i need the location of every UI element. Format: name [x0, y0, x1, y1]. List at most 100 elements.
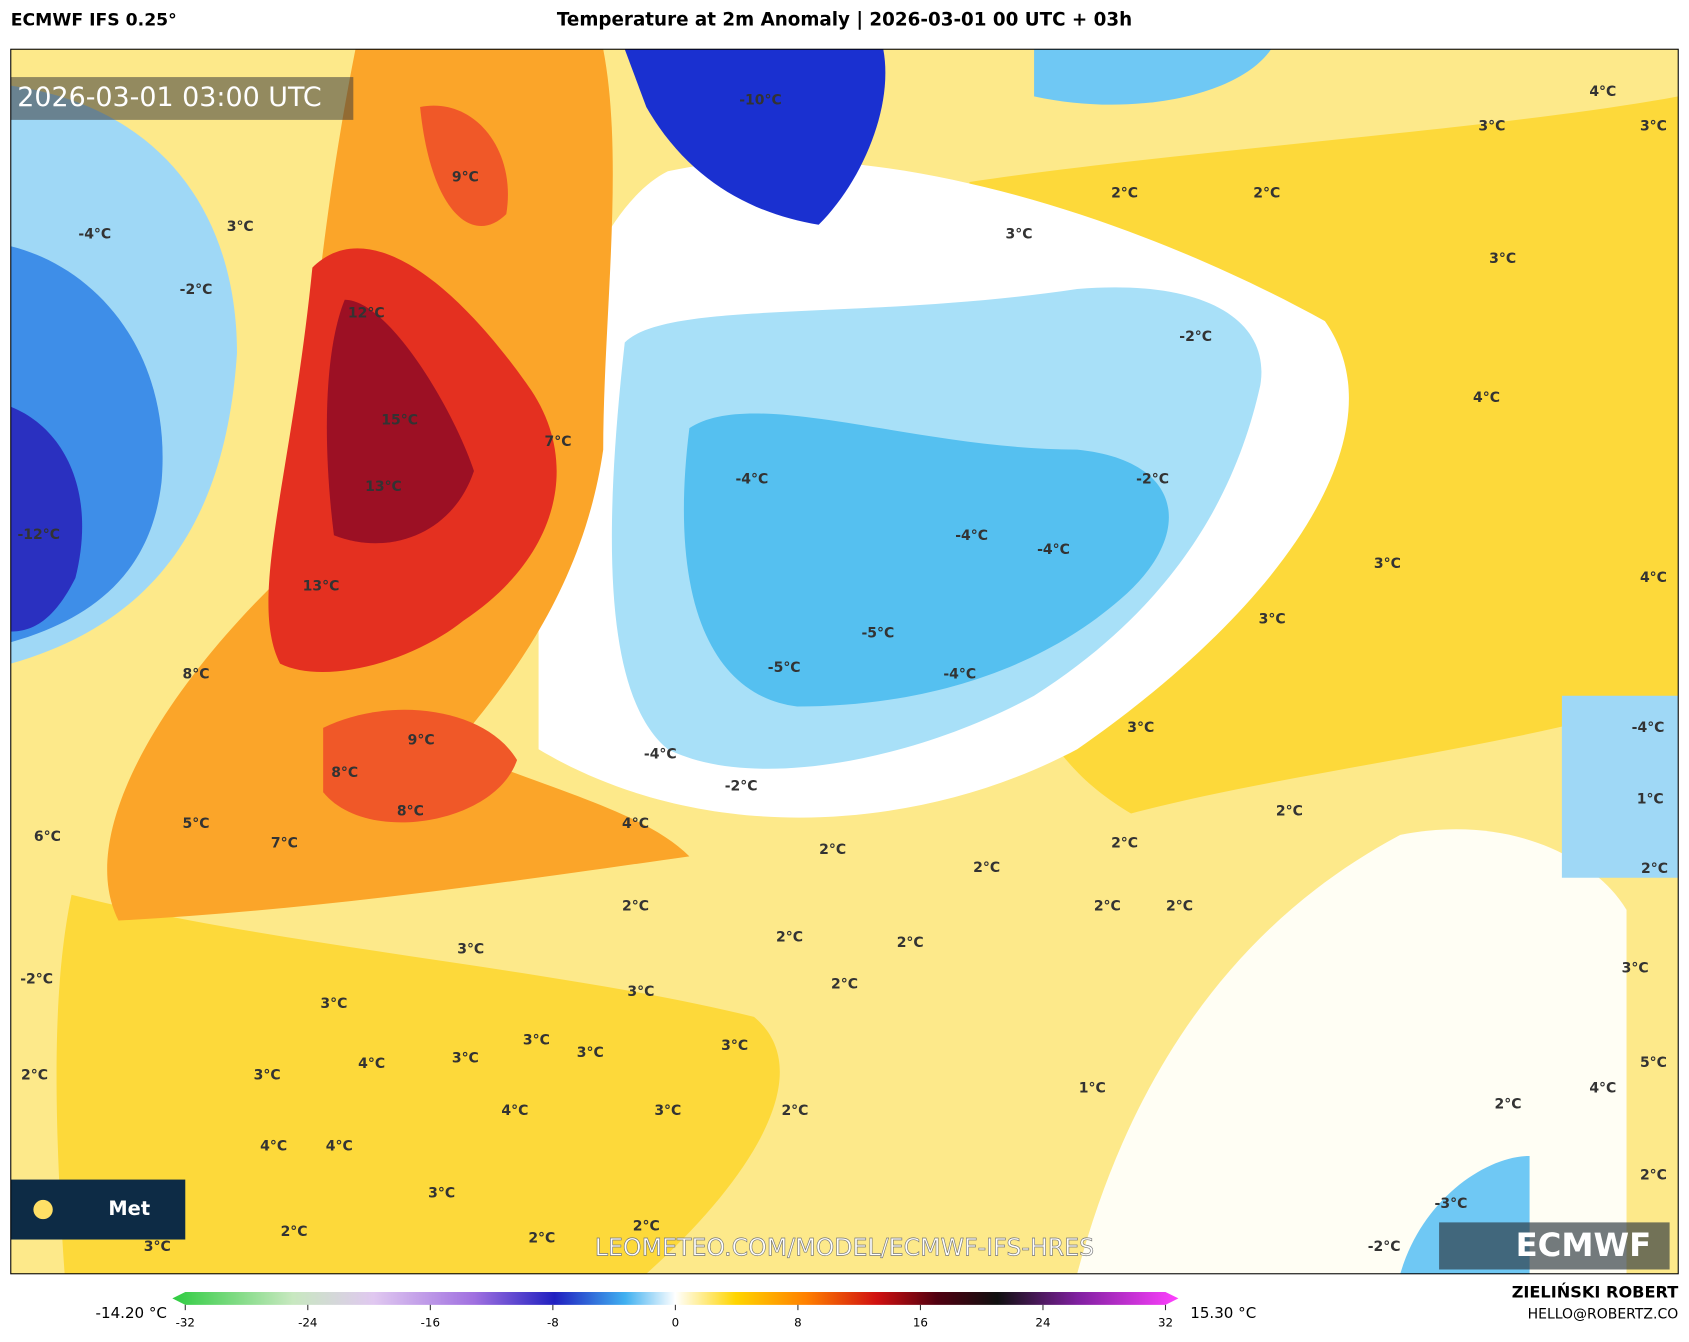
temp-label: -4°C	[644, 747, 677, 763]
temp-label: 2°C	[1641, 861, 1668, 877]
temp-label: 4°C	[1589, 1081, 1616, 1097]
temp-label: 2°C	[819, 842, 846, 858]
temp-label: -10°C	[739, 93, 782, 109]
temp-label: 2°C	[281, 1224, 308, 1240]
temp-label: -4°C	[1632, 720, 1665, 736]
temp-label: 13°C	[303, 579, 340, 595]
temp-label: 2°C	[831, 977, 858, 993]
colorbar	[172, 1291, 1179, 1305]
temp-label: -3°C	[1435, 1196, 1468, 1212]
temp-label: -2°C	[725, 779, 758, 795]
colorbar-tick-label: 24	[1035, 1316, 1050, 1330]
temp-label: 8°C	[331, 765, 358, 781]
temp-label: -2°C	[1368, 1239, 1401, 1255]
temp-label: 1°C	[1637, 792, 1664, 808]
temp-label: 2°C	[1276, 803, 1303, 819]
temp-label: -4°C	[955, 528, 988, 544]
temp-label: 15°C	[381, 413, 418, 429]
temp-label: 2°C	[1495, 1097, 1522, 1113]
temp-label: 2°C	[776, 930, 803, 946]
temp-label: 2°C	[1640, 1167, 1667, 1183]
colorbar-tick-label: 8	[794, 1316, 802, 1330]
colorbar-tick-label: -32	[176, 1316, 195, 1330]
temp-label: 5°C	[1640, 1055, 1667, 1071]
temp-label: 3°C	[1006, 226, 1033, 242]
temp-label: 3°C	[721, 1038, 748, 1054]
temp-label: 3°C	[523, 1032, 550, 1048]
temp-label: 3°C	[1478, 118, 1505, 134]
map-title: Temperature at 2m Anomaly | 2026-03-01 0…	[557, 10, 1132, 31]
colorbar-min: -14.20 °C	[96, 1304, 167, 1322]
colorbar-tick-label: 16	[913, 1316, 928, 1330]
temp-label: 2°C	[1253, 186, 1280, 202]
timestamp: 2026-03-01 03:00 UTC	[17, 82, 321, 113]
badge: Met	[108, 1197, 150, 1220]
temp-label: 2°C	[528, 1230, 555, 1246]
temp-label: 7°C	[544, 434, 571, 450]
temp-label: -12°C	[18, 527, 61, 543]
temp-label: 3°C	[320, 996, 347, 1012]
temp-label: -5°C	[861, 626, 894, 642]
temp-label: 4°C	[260, 1138, 287, 1154]
colorbar-max: 15.30 °C	[1190, 1304, 1256, 1322]
temp-label: 3°C	[1127, 720, 1154, 736]
temp-label: 2°C	[973, 860, 1000, 876]
temp-label: 13°C	[365, 479, 402, 495]
temp-label: 3°C	[452, 1051, 479, 1067]
temp-label: 1°C	[1079, 1081, 1106, 1097]
temp-label: 2°C	[1094, 899, 1121, 915]
colorbar-tick-label: 0	[672, 1316, 680, 1330]
temp-label: 3°C	[1489, 251, 1516, 267]
temp-label: -4°C	[943, 666, 976, 682]
temp-label: 8°C	[397, 803, 424, 819]
colorbar-tick-label: -24	[298, 1316, 317, 1330]
temp-label: 3°C	[144, 1239, 171, 1255]
map-frame	[10, 48, 1679, 1275]
temp-label: 4°C	[1473, 390, 1500, 406]
temp-label: 2°C	[633, 1219, 660, 1235]
temp-label: -4°C	[1037, 542, 1070, 558]
temp-label: 2°C	[781, 1103, 808, 1119]
watermark: LEOMETEO.COM/MODEL/ECMWF-IFS-HRES	[595, 1234, 1094, 1262]
temp-label: 3°C	[227, 219, 254, 235]
email: HELLO@ROBERTZ.CO	[1528, 1306, 1679, 1322]
colorbar-tick-label: 32	[1158, 1316, 1173, 1330]
temp-label: 4°C	[358, 1056, 385, 1072]
temp-label: 3°C	[1259, 612, 1286, 628]
temp-label: 2°C	[622, 899, 649, 915]
temp-label: 3°C	[1622, 961, 1649, 977]
temp-label: -2°C	[20, 971, 53, 987]
temp-label: -2°C	[1179, 329, 1212, 345]
temp-label: 3°C	[1640, 118, 1667, 134]
temp-label: 5°C	[183, 816, 210, 832]
temp-label: 2°C	[1111, 186, 1138, 202]
temp-label: -4°C	[78, 226, 111, 242]
model-name: ECMWF IFS 0.25°	[11, 11, 177, 31]
colorbar-tick-label: -8	[547, 1316, 559, 1330]
temp-label: -2°C	[1136, 472, 1169, 488]
colorbar-ticks: -32 -24 -16 -8 0 8 16 24 32	[176, 1304, 1173, 1330]
temp-label: 9°C	[408, 733, 435, 749]
temp-label: 4°C	[1589, 84, 1616, 100]
temp-label: 3°C	[428, 1186, 455, 1202]
temp-label: -2°C	[180, 282, 213, 298]
author: ZIELIŃSKI ROBERT	[1512, 1283, 1679, 1302]
temp-label: -5°C	[768, 660, 801, 676]
temp-label: -4°C	[735, 472, 768, 488]
temp-label: 2°C	[1111, 836, 1138, 852]
temp-label: 9°C	[452, 170, 479, 186]
temp-label: 2°C	[897, 935, 924, 951]
colorbar-tick-label: -16	[421, 1316, 440, 1330]
temp-label: 2°C	[1166, 899, 1193, 915]
temp-label: 4°C	[1640, 570, 1667, 586]
temp-label: 7°C	[271, 836, 298, 852]
map-labels: -10°C 9°C 12°C 15°C 13°C 7°C 13°C 8°C 9°C 8°C 8°C 7…	[18, 84, 1669, 1255]
temp-label: 4°C	[501, 1103, 528, 1119]
temp-label: 6°C	[34, 829, 61, 845]
temp-label: 8°C	[183, 666, 210, 682]
temp-label: 3°C	[627, 984, 654, 1000]
ecmwf-logo: ECMWF	[1516, 1226, 1652, 1264]
map: Met 2026-03-01 03:00 UTC -10°C 9°C 12°C 15°…	[10, 49, 1679, 1274]
